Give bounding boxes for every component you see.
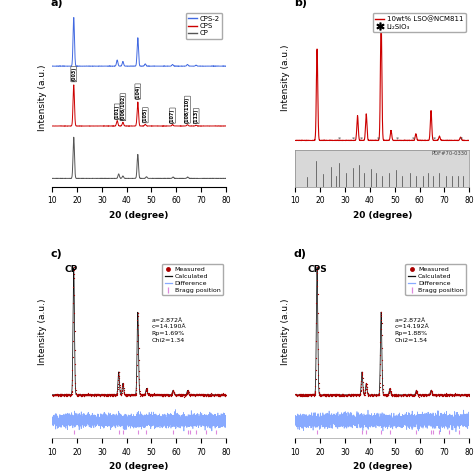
Text: *: * <box>377 137 380 142</box>
Text: a=2.872Å
c=14.192Å
Rp=1.88%
Chi2=1.54: a=2.872Å c=14.192Å Rp=1.88% Chi2=1.54 <box>394 318 429 342</box>
X-axis label: 20 (degree): 20 (degree) <box>353 211 412 220</box>
Text: PDF#70-0330: PDF#70-0330 <box>431 151 467 156</box>
Y-axis label: Intensity (a.u.): Intensity (a.u.) <box>37 65 46 131</box>
Text: *: * <box>352 137 356 142</box>
Text: (104): (104) <box>135 84 140 99</box>
Text: (113): (113) <box>194 109 199 123</box>
Y-axis label: Intensity (a.u.): Intensity (a.u.) <box>281 45 290 112</box>
Text: (101): (101) <box>115 105 120 119</box>
Text: CPS: CPS <box>308 265 328 274</box>
X-axis label: 20 (degree): 20 (degree) <box>109 463 169 471</box>
Text: *: * <box>396 137 399 142</box>
Text: a=2.872Å
c=14.190Å
Rp=1.69%
Chi2=1.34: a=2.872Å c=14.190Å Rp=1.69% Chi2=1.34 <box>151 318 186 342</box>
Text: (006/102): (006/102) <box>120 94 126 121</box>
Y-axis label: Intensity (a.u.): Intensity (a.u.) <box>281 299 290 365</box>
Text: (108/110): (108/110) <box>185 97 190 123</box>
X-axis label: 20 (degree): 20 (degree) <box>109 211 169 220</box>
Y-axis label: Intensity (a.u.): Intensity (a.u.) <box>37 299 46 365</box>
X-axis label: 20 (degree): 20 (degree) <box>353 463 412 471</box>
Legend: Measured, Calculated, Difference, Bragg position: Measured, Calculated, Difference, Bragg … <box>162 264 223 295</box>
Text: b): b) <box>294 0 307 8</box>
Text: *: * <box>460 137 464 142</box>
Text: *: * <box>360 137 363 142</box>
Legend: CPS-2, CPS, CP: CPS-2, CPS, CP <box>186 13 222 39</box>
Text: d): d) <box>294 250 307 260</box>
Text: *: * <box>433 137 436 142</box>
Text: (003): (003) <box>71 67 76 81</box>
Text: *: * <box>337 137 340 142</box>
Text: c): c) <box>50 250 62 260</box>
Text: CP: CP <box>64 265 78 274</box>
Text: (107): (107) <box>170 108 175 123</box>
Text: (105): (105) <box>143 108 148 122</box>
Text: a): a) <box>50 0 63 8</box>
Text: *: * <box>412 137 415 142</box>
Legend: Measured, Calculated, Difference, Bragg position: Measured, Calculated, Difference, Bragg … <box>405 264 466 295</box>
Legend: 10wt% LSO@NCM811, Li₂SiO₃: 10wt% LSO@NCM811, Li₂SiO₃ <box>373 13 466 32</box>
